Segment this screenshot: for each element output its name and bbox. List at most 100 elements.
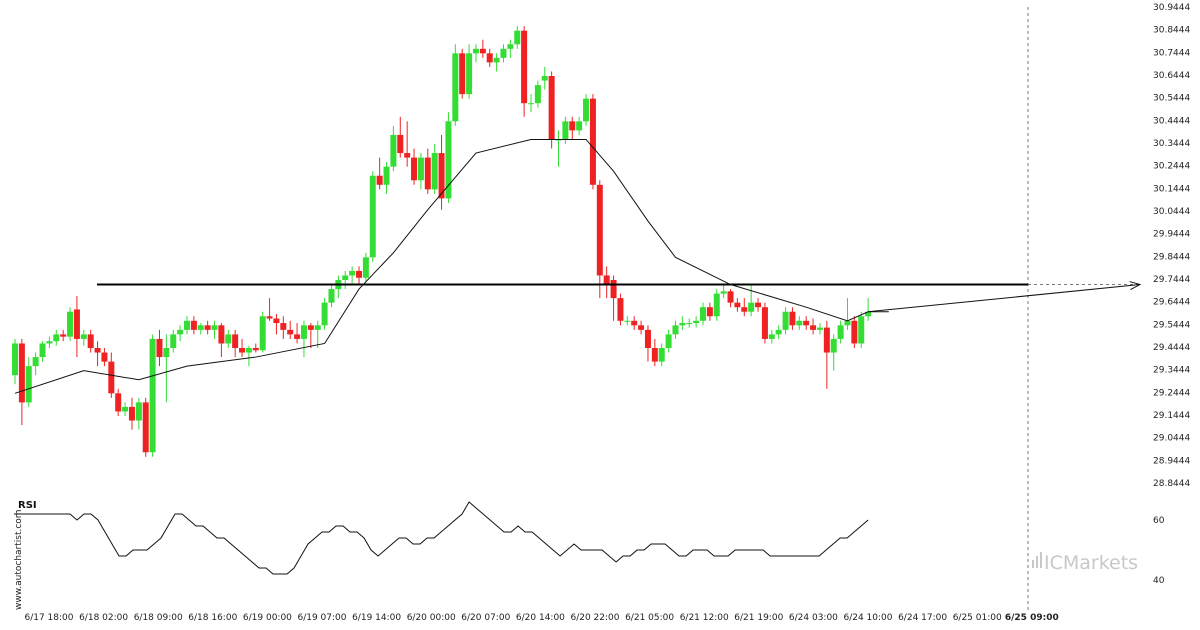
candle-body [438, 153, 445, 199]
candle-body [741, 307, 748, 312]
candle-body [610, 279, 617, 299]
candle [211, 320, 218, 339]
price-tick-label: 30.6444 [1153, 71, 1190, 81]
candle [693, 316, 700, 328]
candle [266, 298, 273, 321]
candle [307, 323, 314, 348]
time-tick-label: 6/20 07:00 [461, 613, 510, 623]
candle-body [232, 334, 239, 348]
candle-body [87, 334, 94, 348]
candle [87, 329, 94, 353]
candle-body [624, 320, 631, 322]
candle-body [383, 166, 390, 185]
time-tick-label: 6/19 14:00 [352, 613, 401, 623]
candle [734, 298, 741, 312]
forecast-arrow-head [1129, 281, 1142, 290]
candle [170, 329, 177, 353]
candle [727, 289, 734, 308]
price-tick-label: 30.8444 [1153, 26, 1190, 36]
candle [390, 125, 397, 172]
candle [466, 44, 473, 99]
candle-body [768, 334, 775, 339]
candle [356, 266, 362, 285]
time-tick-label: 6/21 12:00 [680, 613, 729, 623]
candle-body [541, 75, 548, 81]
candle [204, 320, 211, 335]
candle [156, 329, 163, 367]
candle-body [300, 325, 307, 339]
candle-body [789, 311, 796, 326]
candle-body [706, 307, 713, 317]
candle [163, 334, 170, 403]
candle [459, 48, 466, 99]
candle-body [534, 85, 541, 104]
candle-body [686, 323, 693, 325]
candles-layer [12, 26, 872, 457]
candle-body [32, 357, 39, 367]
candle [411, 148, 418, 185]
candle-body [521, 30, 528, 104]
candle [115, 388, 122, 416]
candle [32, 352, 39, 376]
candle [720, 284, 727, 299]
candle [149, 334, 156, 457]
candle-body [204, 325, 211, 330]
candle-body [307, 325, 314, 330]
candle [12, 338, 18, 385]
candle-body [294, 334, 301, 339]
candle [362, 252, 369, 283]
candle [713, 289, 720, 321]
candle-body [349, 270, 356, 276]
candle-body [858, 316, 865, 344]
time-tick-label: 6/24 03:00 [789, 613, 838, 623]
price-tick-label: 30.2444 [1153, 162, 1190, 172]
price-axis-ticks: 30.9444 30.8444 30.7444 30.6444 30.5444 30.44… [1153, 3, 1190, 489]
candle [135, 397, 142, 430]
candle [321, 298, 328, 330]
candle [844, 298, 851, 330]
candle [569, 116, 576, 140]
candle-body [18, 343, 25, 403]
candle [761, 302, 768, 344]
price-tick-label: 29.2444 [1153, 388, 1190, 398]
candle [18, 338, 25, 426]
candle-body [617, 298, 624, 321]
candle-body [356, 270, 362, 278]
forecast-arrow-line [868, 284, 1141, 313]
candle-body [631, 320, 638, 326]
candle-body [596, 184, 603, 276]
candle-body [514, 30, 521, 45]
rsi-panel: 60 40 [14, 501, 1165, 586]
candle-body [115, 393, 122, 412]
candle-body [101, 352, 108, 362]
candle-body [576, 121, 583, 131]
candle [239, 338, 246, 358]
candle [500, 44, 507, 63]
candle-body [80, 334, 87, 339]
candle [486, 48, 493, 67]
candle-body [53, 334, 60, 342]
candle [94, 341, 101, 367]
time-tick-label: 6/18 09:00 [134, 613, 183, 623]
candle-body [67, 311, 74, 337]
candle [232, 329, 239, 358]
candle [472, 44, 479, 63]
candle-body [25, 366, 32, 403]
price-tick-label: 28.9444 [1153, 456, 1190, 466]
price-tick-label: 28.8444 [1153, 479, 1190, 489]
candle [25, 357, 32, 407]
time-tick-label: 6/18 02:00 [79, 613, 128, 623]
candle [789, 307, 796, 330]
candle [259, 311, 266, 353]
candle-body [445, 121, 452, 199]
candle-body [404, 153, 411, 158]
candle [782, 307, 789, 335]
candle [514, 26, 521, 49]
candle [796, 316, 803, 330]
candle-body [94, 347, 101, 353]
candle-body [479, 48, 486, 54]
candle [184, 316, 190, 335]
candle-body [638, 325, 645, 330]
candle [507, 39, 514, 58]
candle-body [700, 307, 706, 321]
